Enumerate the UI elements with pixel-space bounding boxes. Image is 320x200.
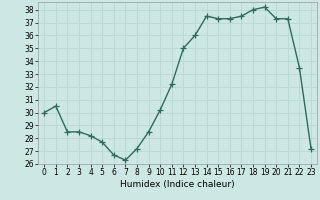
X-axis label: Humidex (Indice chaleur): Humidex (Indice chaleur) <box>120 180 235 189</box>
